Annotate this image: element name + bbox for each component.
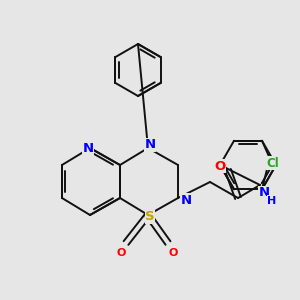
Text: N: N — [144, 139, 156, 152]
Text: N: N — [258, 187, 270, 200]
Text: O: O — [214, 160, 226, 172]
Text: Cl: Cl — [267, 157, 279, 170]
Text: N: N — [82, 142, 94, 154]
Text: N: N — [180, 194, 192, 206]
Text: H: H — [267, 196, 277, 206]
Text: O: O — [168, 248, 178, 258]
Text: S: S — [145, 211, 155, 224]
Text: O: O — [116, 248, 126, 258]
